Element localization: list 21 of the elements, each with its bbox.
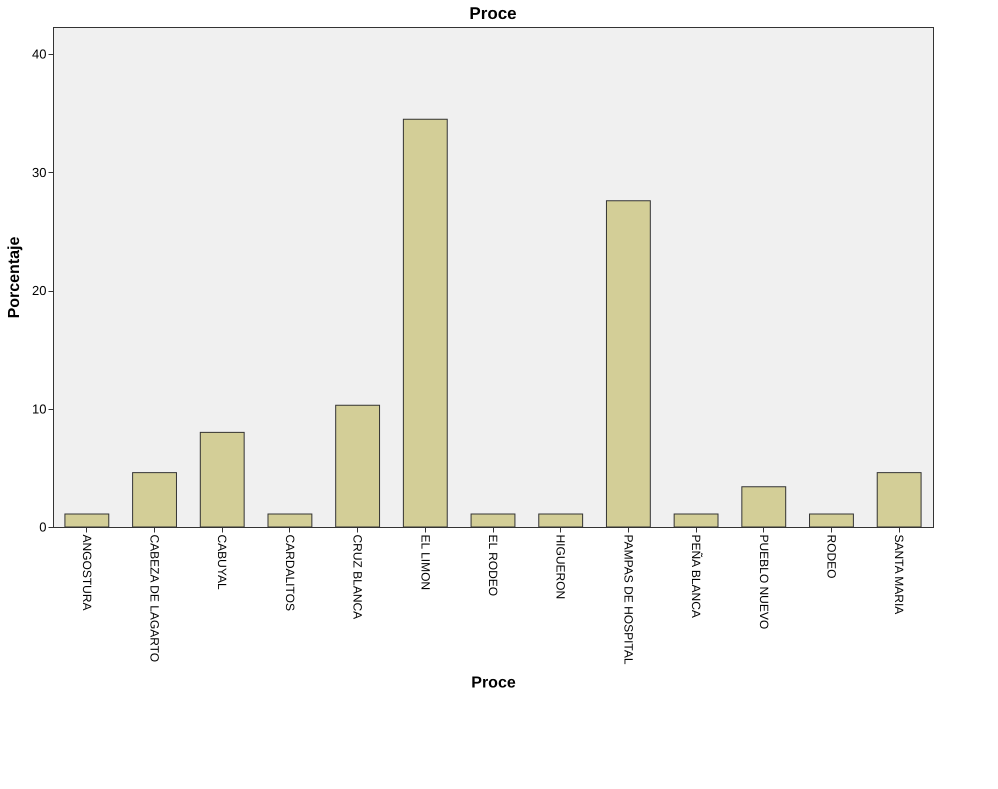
y-tick-label: 30 — [32, 164, 46, 180]
x-axis-title: Proce — [471, 674, 516, 692]
x-tick-label: RODEO — [824, 534, 838, 579]
x-tick-label: CABUYAL — [215, 534, 230, 590]
x-tick-label: EL RODEO — [486, 534, 500, 596]
x-tick-label: CABEZA DE LAGARTO — [148, 534, 162, 662]
x-tick-label: CARDALITOS — [282, 534, 297, 611]
x-tick-label: CRUZ BLANCA — [350, 534, 365, 620]
x-tick-label: SANTA MARIA — [892, 534, 906, 614]
chart-title: Proce — [469, 4, 517, 23]
x-tick-label: PUEBLO NUEVO — [756, 534, 771, 630]
x-tick-label: PAMPAS DE HOSPITAL — [621, 534, 636, 665]
x-tick-label: EL LIMON — [418, 534, 432, 590]
x-tick-label: HIGUERON — [554, 534, 568, 600]
y-tick-label: 40 — [32, 46, 46, 62]
x-tick-label: ANGOSTURA — [80, 534, 94, 611]
y-tick-label: 10 — [32, 401, 46, 416]
y-tick-label: 0 — [39, 520, 46, 534]
x-tick-label: PEÑA BLANCA — [689, 534, 704, 618]
y-axis-title: Porcentaje — [6, 236, 24, 318]
y-tick-label: 20 — [32, 283, 46, 298]
